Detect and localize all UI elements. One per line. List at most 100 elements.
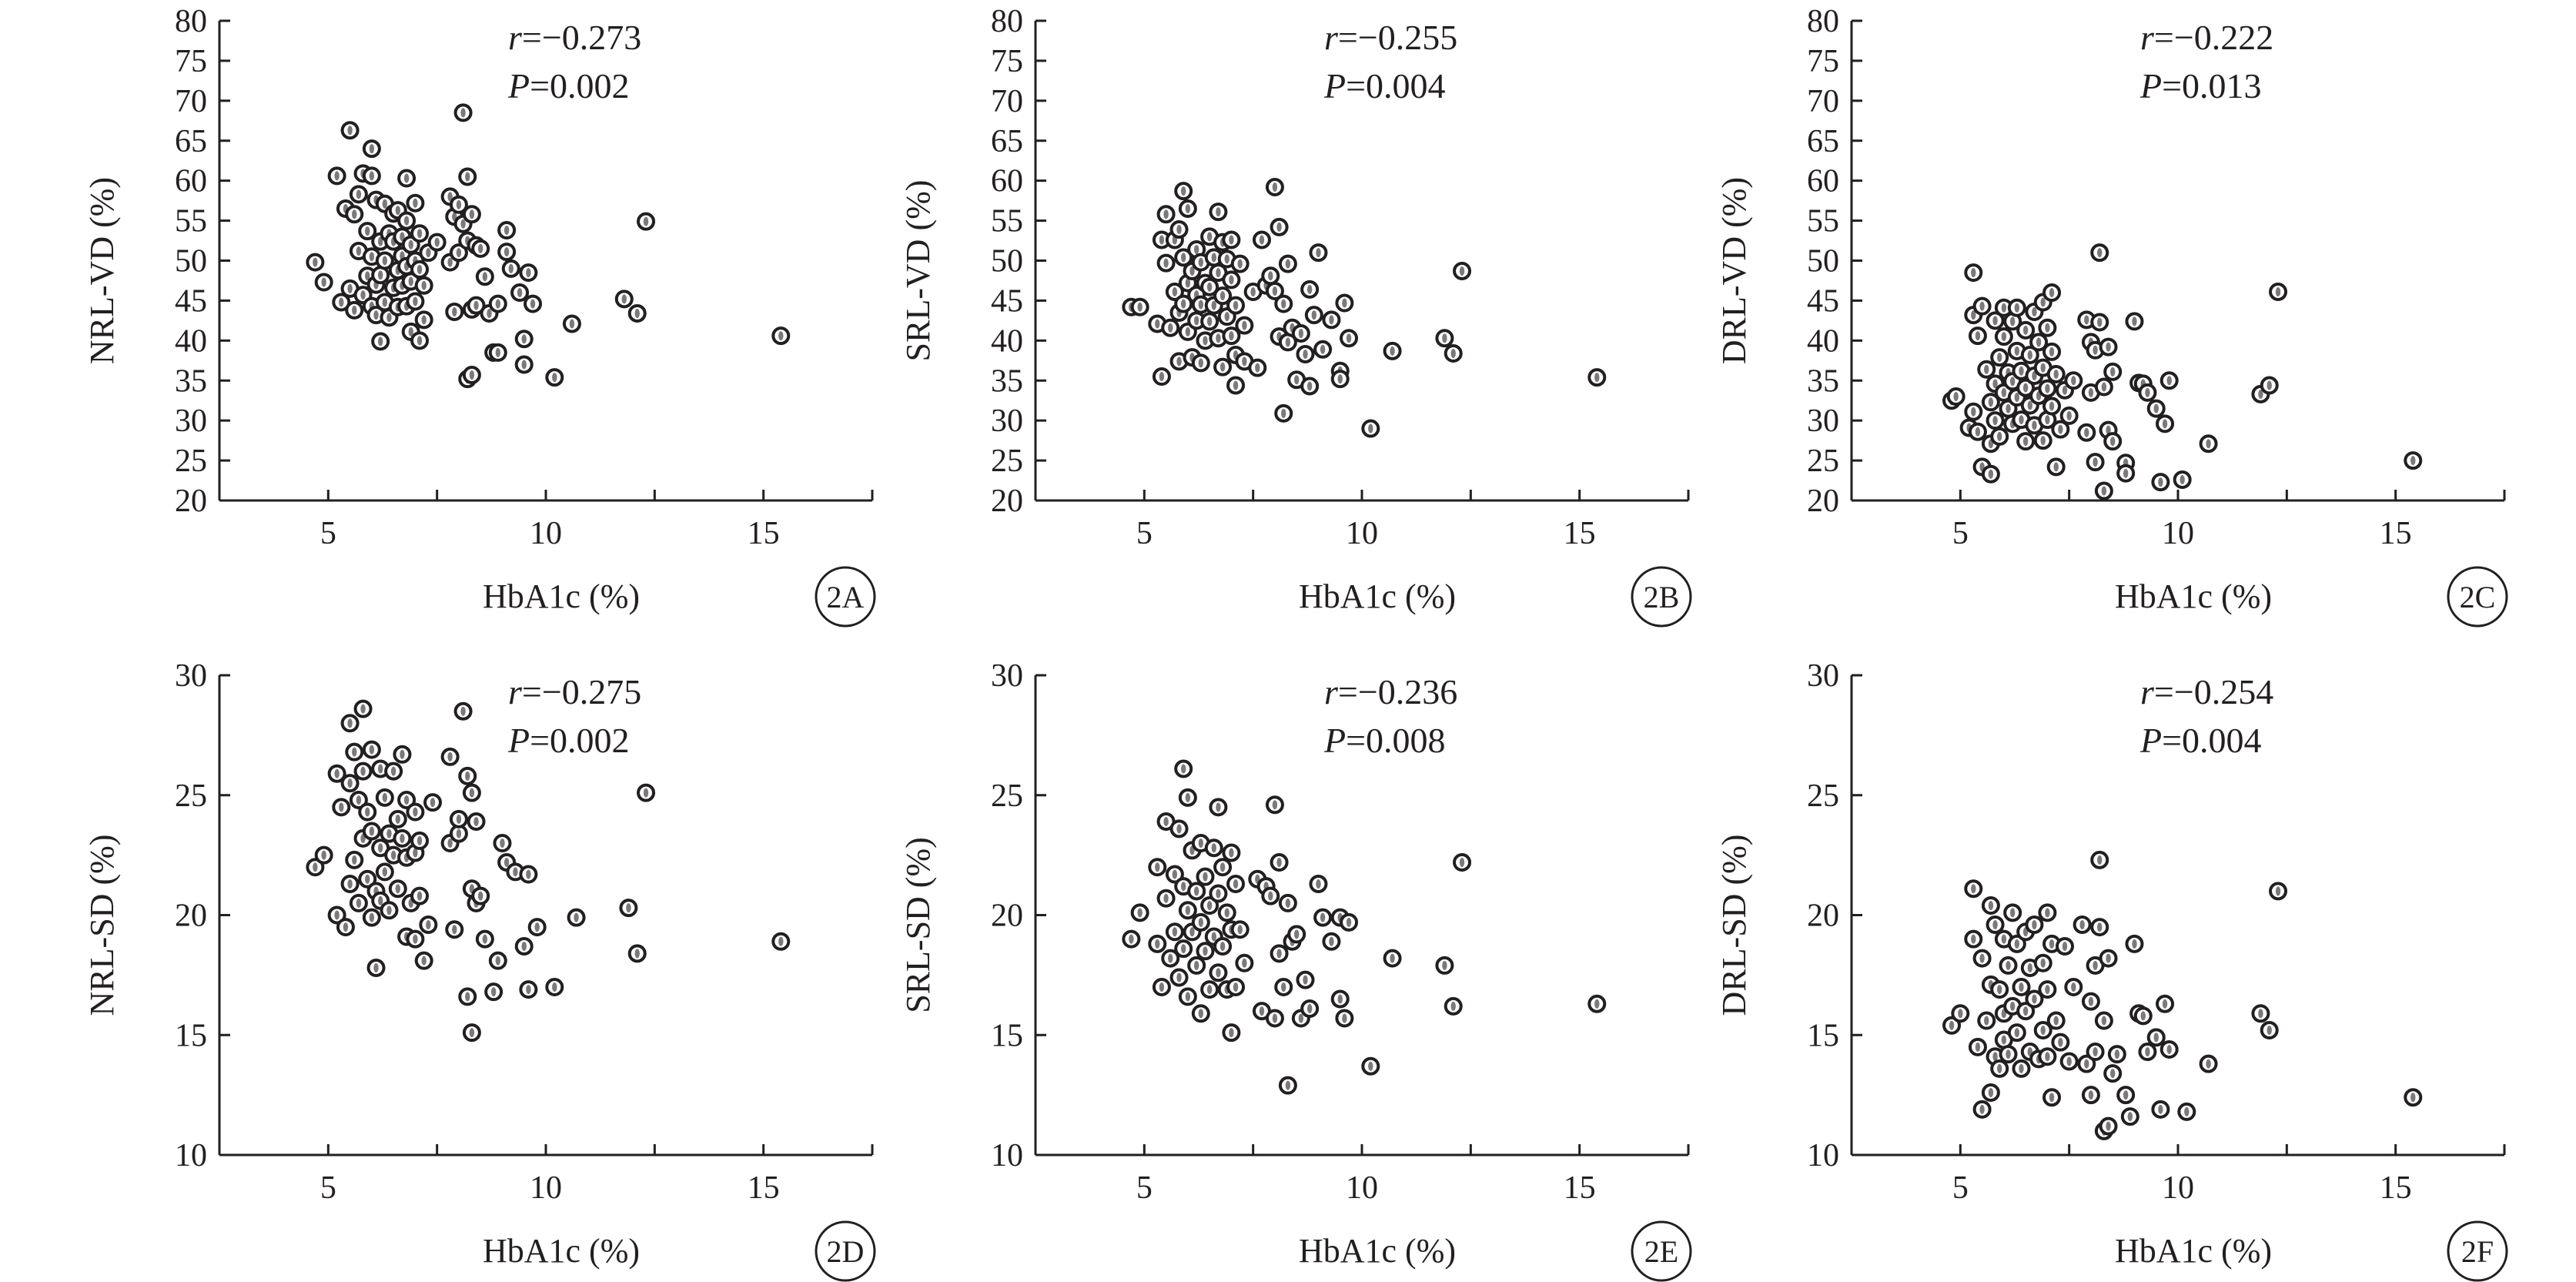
data-point (2086, 453, 2105, 472)
r-symbol: r (508, 672, 523, 711)
data-point (366, 306, 386, 325)
data-point-core (1303, 975, 1308, 985)
data-point (2016, 378, 2036, 397)
data-point (1265, 281, 1284, 300)
y-tick-label: 15 (1807, 1018, 1839, 1053)
panel-label-circle (815, 1220, 876, 1282)
data-point-core (2045, 985, 2050, 995)
data-point (1587, 994, 1607, 1013)
data-point-core (1198, 1009, 1204, 1019)
data-point (393, 745, 412, 764)
data-point (1261, 886, 1280, 905)
data-point (514, 936, 534, 956)
data-point-core (2097, 248, 2103, 258)
data-point (545, 977, 564, 996)
data-point-core (1390, 953, 1395, 963)
data-point (1981, 1083, 2000, 1103)
data-point-core (2180, 475, 2185, 485)
data-point (414, 276, 433, 295)
data-point-core (1255, 363, 1260, 373)
data-point (1964, 879, 1983, 899)
data-point-core (503, 857, 510, 867)
p-value: =0.004 (1346, 66, 1445, 105)
data-point (1209, 884, 1228, 903)
data-point (1169, 968, 1189, 987)
data-point (2038, 318, 2057, 337)
p-value: =0.004 (2162, 721, 2261, 760)
data-point (497, 221, 517, 240)
data-point-core (1259, 235, 1265, 245)
data-point-core (2088, 387, 2094, 397)
data-point (1156, 205, 1176, 224)
data-point-core (2123, 468, 2129, 478)
data-point-core (1155, 939, 1160, 949)
r-value: =−0.236 (1338, 672, 1457, 711)
data-point (2012, 1059, 2031, 1078)
p-value-text: P=0.004 (2139, 721, 2262, 760)
data-point-core (365, 226, 370, 236)
data-point-core (1216, 207, 1221, 217)
data-point (1986, 311, 2005, 330)
data-point-core (1185, 905, 1191, 915)
data-point-core (2040, 436, 2046, 446)
y-tick-label: 30 (991, 403, 1023, 439)
data-point-core (334, 171, 340, 181)
p-value-text: P=0.002 (507, 66, 630, 105)
data-point-core (530, 299, 536, 309)
data-point (414, 951, 433, 970)
p-symbol: P (507, 66, 530, 105)
data-point-core (1988, 469, 1994, 479)
data-point-core (2045, 415, 2050, 425)
data-point-core (1203, 872, 1208, 882)
data-point-core (1303, 349, 1308, 359)
data-point-core (1337, 374, 1343, 384)
data-point (1335, 1009, 1354, 1028)
data-point-core (421, 956, 427, 966)
data-point-core (1163, 817, 1169, 827)
data-point-core (1975, 331, 1981, 341)
data-point (2151, 473, 2170, 492)
data-point (1213, 357, 1233, 377)
panel-2d: 10 15 20 25 30 5 10 15 HbA1c (%) NRL-SD (%) r=−0.2… (83, 658, 876, 1282)
data-point-core (1176, 824, 1182, 834)
y-tick-label: 40 (1807, 323, 1839, 359)
data-point-core (447, 192, 453, 202)
data-point-core (403, 173, 410, 183)
data-point (2038, 980, 2057, 999)
data-point-core (482, 934, 488, 944)
data-point-core (2153, 403, 2159, 413)
data-point-core (339, 802, 344, 812)
data-point-core (1329, 936, 1334, 946)
data-point (2016, 320, 2036, 340)
data-point (445, 920, 464, 939)
data-point-core (473, 300, 479, 310)
data-point-core (2053, 462, 2059, 472)
data-point-core (2093, 345, 2098, 355)
data-point (1981, 393, 2000, 412)
data-point-core (2166, 376, 2172, 386)
data-point-core (2158, 1104, 2163, 1114)
data-point (545, 368, 564, 387)
y-tick-label: 55 (991, 204, 1023, 239)
data-point-core (1971, 268, 1976, 278)
data-point-core (2053, 369, 2059, 379)
data-point (462, 783, 481, 802)
data-point-core (1285, 1080, 1291, 1090)
data-point (1309, 875, 1328, 894)
data-point (2073, 915, 2092, 934)
data-point-core (2001, 387, 2007, 397)
data-point-core (1198, 838, 1204, 849)
data-point (1946, 387, 1965, 407)
data-point (2007, 298, 2026, 317)
panel-label-text: 2E (1644, 1234, 1678, 1269)
data-point (1300, 279, 1320, 299)
data-point-core (1176, 225, 1182, 235)
x-tick-label: 15 (1564, 516, 1596, 551)
data-point (2138, 383, 2157, 402)
data-point-core (390, 850, 396, 860)
data-point (1274, 977, 1293, 996)
data-point-core (2062, 941, 2068, 951)
data-point-core (2184, 1106, 2190, 1116)
data-point (327, 905, 346, 925)
data-point (340, 279, 360, 298)
